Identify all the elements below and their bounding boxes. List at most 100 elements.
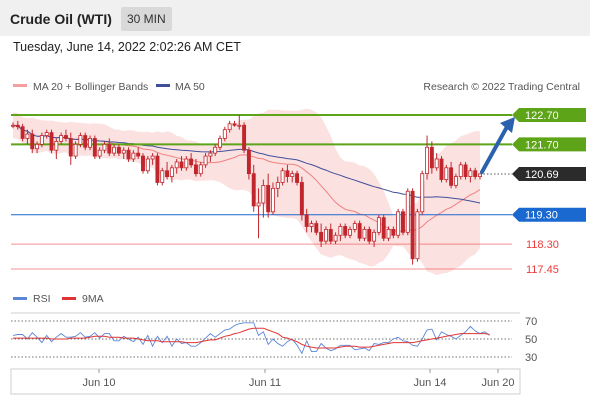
rsi-level-label: 30 (525, 352, 537, 364)
candle (78, 132, 83, 148)
candle (458, 161, 463, 180)
candle (121, 147, 126, 159)
candle (449, 161, 454, 189)
candle (136, 147, 141, 159)
candle (246, 147, 251, 180)
candle (160, 167, 165, 186)
candle (386, 226, 391, 242)
candle (319, 223, 324, 247)
candle (88, 135, 92, 151)
candle (280, 167, 285, 186)
candle (309, 220, 314, 233)
candle-body (165, 170, 170, 178)
candle-body (30, 133, 35, 150)
candle (367, 226, 372, 245)
candle (116, 144, 121, 157)
time-axis: Jun 10 Jun 11 Jun 14 Jun 20 (10, 368, 521, 395)
candle-body (468, 170, 473, 178)
candle (429, 141, 434, 174)
candle (20, 123, 25, 142)
credit-label: Research © 2022 Trading Central (423, 81, 580, 93)
candle (338, 223, 343, 242)
candle (145, 156, 150, 174)
candle (11, 122, 15, 129)
candle (473, 167, 478, 180)
candle-body (126, 149, 131, 160)
candle-body (453, 176, 458, 186)
bollinger-band (13, 108, 480, 276)
candle-body (184, 158, 189, 169)
candle-body (78, 135, 83, 145)
candle (415, 208, 420, 262)
rsi-legend-label: RSI (33, 293, 51, 305)
candle-body (261, 184, 266, 204)
candle-body (357, 223, 362, 239)
candle-body (141, 155, 145, 172)
candle-body (39, 135, 44, 145)
candle (97, 147, 102, 159)
candle (425, 135, 430, 180)
candle-body (20, 126, 25, 139)
candle (348, 226, 352, 239)
candle (405, 188, 410, 236)
candle (102, 141, 107, 154)
candle-body (295, 173, 300, 183)
candle-body (299, 182, 304, 216)
candle-body (92, 138, 97, 157)
candle-body (169, 167, 174, 178)
candle (73, 141, 78, 159)
candle (49, 129, 54, 154)
candle-body (49, 132, 54, 151)
candle-body (425, 146, 430, 175)
candle-body (174, 161, 179, 169)
candle (174, 159, 179, 174)
candle-body (473, 170, 478, 178)
candle (362, 226, 367, 242)
candle (63, 129, 68, 142)
candle (376, 214, 381, 236)
candle (213, 144, 218, 157)
ma50-legend-swatch (156, 84, 170, 87)
candle-body (131, 152, 136, 160)
candle-body (396, 211, 401, 236)
candle-body (415, 211, 420, 260)
candle (30, 129, 35, 154)
candle-body (429, 146, 434, 169)
candle-body (121, 149, 126, 154)
candle-body (386, 228, 391, 239)
candle (155, 153, 160, 186)
candle (444, 164, 449, 183)
candle (420, 170, 425, 215)
candle (193, 159, 198, 177)
candle (189, 153, 194, 168)
candle-body (333, 234, 338, 242)
candle-body (376, 217, 381, 233)
candle (478, 173, 482, 180)
candle-body (439, 158, 444, 180)
candle (35, 141, 40, 154)
x-tick-label: Jun 11 (249, 377, 281, 389)
candle-body (11, 124, 15, 127)
rsi-legend-swatch (13, 297, 27, 300)
timeframe-button[interactable]: 30 MIN (121, 7, 172, 31)
candle-body (35, 143, 40, 150)
candle (92, 135, 97, 159)
level-tag-pivot (512, 207, 586, 222)
candle (314, 220, 319, 236)
candle-body (145, 158, 150, 172)
candle-body (434, 158, 439, 169)
rsi-ma-legend-label: 9MA (82, 293, 104, 305)
candle (401, 208, 405, 236)
candle (323, 226, 328, 245)
rsi-line (12, 322, 490, 355)
candle-body (44, 132, 49, 136)
candle (203, 153, 208, 168)
rsi-ma-legend-swatch (62, 297, 76, 300)
candle-body (420, 173, 425, 213)
rsi-ma-line (13, 327, 490, 349)
bollinger-legend-swatch (13, 84, 27, 87)
candle (271, 182, 275, 215)
candle (222, 126, 227, 142)
candle (304, 208, 309, 233)
candle (112, 144, 117, 157)
